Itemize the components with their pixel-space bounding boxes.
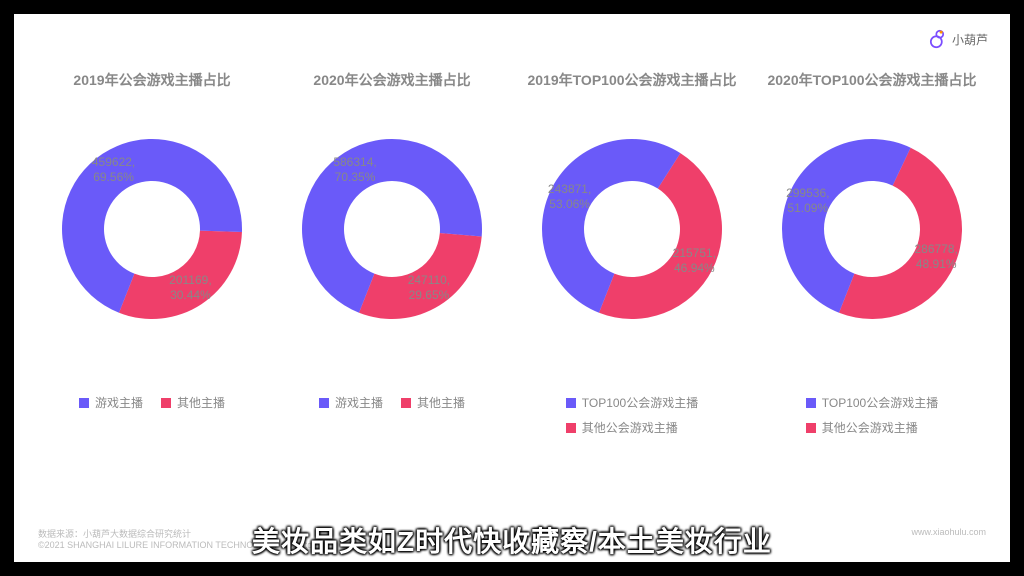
- legend-1: 游戏主播 其他主播: [319, 394, 465, 411]
- chart-3: 2020年TOP100公会游戏主播占比 299536,51.09% 286778,…: [754, 70, 990, 436]
- legend-swatch-a: [79, 398, 89, 408]
- chart-2: 2019年TOP100公会游戏主播占比 243871,53.06% 215751,…: [514, 70, 750, 436]
- legend-label: TOP100公会游戏主播: [822, 394, 938, 411]
- donut-datalabel-b: 201169,30.44%: [169, 273, 212, 303]
- legend-swatch-a: [319, 398, 329, 408]
- legend-item: TOP100公会游戏主播: [806, 394, 938, 411]
- chart-1: 2020年公会游戏主播占比 586314,70.35% 247110,29.65%…: [274, 70, 510, 436]
- slide: 小葫芦 2019年公会游戏主播占比 459622,69.56% 201169,30…: [14, 14, 1010, 562]
- legend-label: 游戏主播: [335, 394, 383, 411]
- donut-datalabel-a: 243871,53.06%: [548, 182, 591, 212]
- legend-item: 其他公会游戏主播: [806, 419, 918, 436]
- legend-label: 游戏主播: [95, 394, 143, 411]
- charts-row: 2019年公会游戏主播占比 459622,69.56% 201169,30.44%…: [34, 70, 990, 436]
- donut-datalabel-a: 586314,70.35%: [333, 155, 376, 185]
- legend-swatch-b: [401, 398, 411, 408]
- legend-label: 其他主播: [417, 394, 465, 411]
- donut-datalabel-b: 286778,48.91%: [915, 242, 958, 272]
- chart-title: 2019年公会游戏主播占比: [73, 70, 230, 90]
- video-caption: 美妆品类如Z时代快收藏察/本土美妆行业: [0, 520, 1024, 560]
- donut-datalabel-b: 215751,46.94%: [673, 246, 716, 276]
- donut-datalabel-a: 459622,69.56%: [92, 155, 135, 185]
- legend-label: TOP100公会游戏主播: [582, 394, 698, 411]
- legend-item: 其他主播: [401, 394, 465, 411]
- legend-label: 其他公会游戏主播: [822, 419, 918, 436]
- donut-datalabel-b: 247110,29.65%: [408, 273, 451, 303]
- legend-swatch-b: [566, 423, 576, 433]
- legend-label: 其他主播: [177, 394, 225, 411]
- legend-swatch-b: [806, 423, 816, 433]
- donut-0: 459622,69.56% 201169,30.44%: [57, 134, 247, 324]
- legend-2: TOP100公会游戏主播 其他公会游戏主播: [566, 394, 698, 436]
- chart-title: 2019年TOP100公会游戏主播占比: [527, 70, 736, 90]
- donut-3: 299536,51.09% 286778,48.91%: [777, 134, 967, 324]
- donut-datalabel-a: 299536,51.09%: [786, 186, 829, 216]
- legend-item: 游戏主播: [319, 394, 383, 411]
- brand: 小葫芦: [926, 28, 988, 50]
- donut-1: 586314,70.35% 247110,29.65%: [297, 134, 487, 324]
- chart-title: 2020年公会游戏主播占比: [313, 70, 470, 90]
- legend-item: 游戏主播: [79, 394, 143, 411]
- legend-item: 其他主播: [161, 394, 225, 411]
- chart-0: 2019年公会游戏主播占比 459622,69.56% 201169,30.44%…: [34, 70, 270, 436]
- brand-text: 小葫芦: [952, 31, 988, 48]
- legend-swatch-b: [161, 398, 171, 408]
- legend-swatch-a: [566, 398, 576, 408]
- legend-swatch-a: [806, 398, 816, 408]
- legend-item: 其他公会游戏主播: [566, 419, 678, 436]
- legend-0: 游戏主播 其他主播: [79, 394, 225, 411]
- brand-gourd-icon: [926, 28, 948, 50]
- donut-2: 243871,53.06% 215751,46.94%: [537, 134, 727, 324]
- legend-3: TOP100公会游戏主播 其他公会游戏主播: [806, 394, 938, 436]
- legend-label: 其他公会游戏主播: [582, 419, 678, 436]
- legend-item: TOP100公会游戏主播: [566, 394, 698, 411]
- chart-title: 2020年TOP100公会游戏主播占比: [767, 70, 976, 90]
